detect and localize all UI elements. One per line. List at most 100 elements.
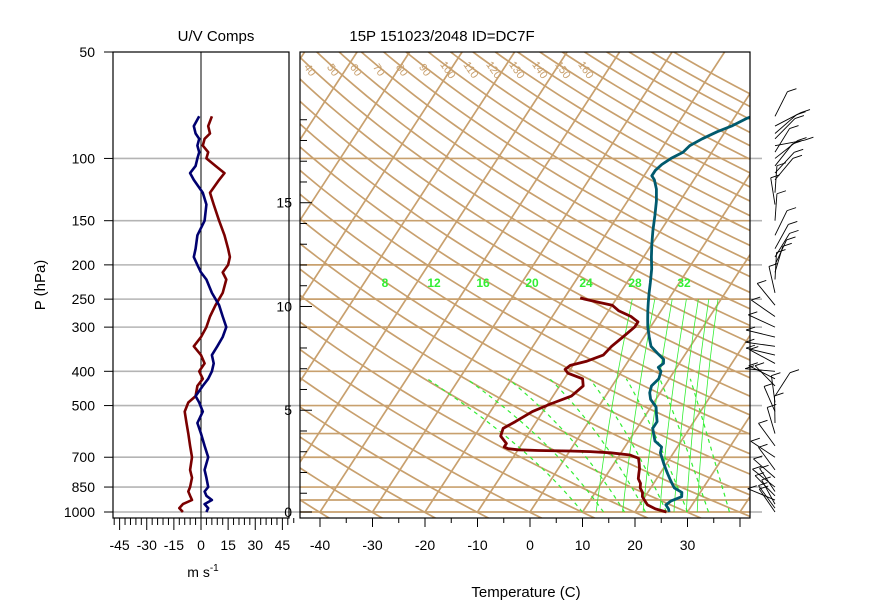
height-tick-label: 15	[276, 195, 292, 211]
wind-barb-shaft	[774, 152, 795, 174]
wind-barb-flag	[745, 338, 755, 343]
mixing-ratio-line	[642, 299, 673, 513]
wind-barb-flag	[757, 279, 767, 284]
mixing-ratio-line	[622, 299, 656, 513]
dry-adiabat	[605, 52, 750, 134]
temperature-tick-label: -10	[467, 537, 487, 553]
v-component-line	[188, 115, 228, 513]
wind-barb-flag	[788, 221, 798, 225]
height-tick-label: 0	[284, 504, 292, 520]
speed-tick-label: -45	[109, 537, 129, 553]
dry-adiabat	[649, 52, 750, 108]
pressure-axis-label: P (hPa)	[32, 260, 49, 311]
temperature-tick-label: 20	[627, 537, 643, 553]
dry-adiabat	[516, 52, 750, 188]
wind-barb-flag	[776, 190, 787, 195]
mixing-ratio-label: 24	[579, 276, 593, 290]
pressure-tick-label: 150	[72, 213, 96, 229]
wind-barb-flag	[789, 229, 799, 234]
wind-barb-shaft	[774, 139, 805, 147]
wind-barb-flag	[747, 485, 757, 490]
mixing-ratio-label: 16	[476, 276, 490, 290]
wind-barb-flag	[789, 369, 800, 374]
mixing-ratio-label: 8	[382, 276, 389, 290]
dry-adiabat	[300, 294, 703, 518]
isotherm	[300, 52, 306, 61]
moist-adiabat	[659, 378, 710, 513]
temperature-tick-label: 0	[526, 537, 534, 553]
wind-barb-shaft	[749, 349, 776, 364]
pressure-tick-label: 300	[72, 319, 96, 335]
isotherm	[300, 52, 516, 384]
wind-barb-shaft	[774, 157, 794, 181]
dry-adiabat	[337, 52, 750, 310]
skewt-panel-frame	[299, 51, 751, 519]
wind-barb-flag	[744, 365, 755, 370]
moist-adiabat	[589, 378, 668, 513]
wind-barb-shaft	[758, 447, 776, 471]
pressure-tick-label: 500	[72, 398, 96, 414]
isotherm	[300, 52, 568, 464]
dry-adiabat	[382, 52, 750, 278]
wind-barb-flag	[752, 465, 762, 470]
moist-adiabat	[466, 378, 604, 513]
wind-barb-flag	[792, 154, 803, 159]
uv-series-lines	[178, 115, 232, 513]
wind-barb-flag	[774, 392, 784, 397]
moist-adiabat	[689, 378, 731, 513]
dry-adiabat	[560, 52, 750, 161]
dry-adiabat	[300, 268, 750, 518]
mixing-ratio-line	[696, 299, 719, 513]
wind-barb-shaft	[774, 239, 787, 266]
wind-barb-flag	[753, 455, 763, 460]
dry-adiabat	[493, 52, 750, 203]
dry-adiabat	[300, 435, 438, 518]
sounding-profile-lines	[499, 115, 750, 514]
wind-barb-flag	[745, 326, 756, 331]
wind-barb-shaft	[756, 283, 776, 306]
wind-barb-shaft	[774, 252, 777, 280]
wind-barb-shaft	[774, 193, 778, 221]
wind-barb-flag	[745, 344, 756, 349]
dry-adiabat	[300, 498, 331, 518]
wind-barb-shaft	[774, 128, 790, 153]
isotherm	[300, 52, 358, 142]
dry-adiabat	[404, 52, 750, 262]
wind-barb-shaft	[774, 224, 789, 249]
wind-barb-flag	[804, 136, 814, 141]
dry-adiabat	[449, 52, 750, 232]
uv-pressure-gridlines	[113, 52, 762, 518]
temperature-tick-label: -40	[310, 537, 330, 553]
dry-adiabat	[300, 169, 750, 436]
dry-adiabat	[300, 217, 750, 476]
wind-barb-flag	[786, 207, 797, 212]
wind-barb-shaft	[763, 386, 776, 412]
wind-barb-flag	[794, 115, 805, 120]
mixing-ratio-label: 32	[677, 276, 691, 290]
wind-barb-shaft	[774, 118, 796, 140]
dry-adiabat	[300, 100, 750, 379]
wind-barb-flag	[754, 362, 765, 367]
wind-barb-shaft	[759, 468, 776, 492]
wind-barb-shaft	[745, 341, 776, 347]
dry-adiabat-label: 60	[347, 62, 364, 79]
wind-barbs	[744, 88, 814, 513]
isotherm	[0, 52, 147, 512]
isotherm	[0, 52, 200, 512]
temperature-ticks: -40 -30 -20 -10 0 10 20 30	[293, 518, 741, 553]
dry-adiabat	[583, 52, 750, 147]
pressure-tick-label: 1000	[64, 504, 95, 520]
wind-barb-shaft	[754, 365, 776, 387]
dry-adiabat	[300, 77, 750, 361]
pressure-tick-label: 50	[79, 44, 95, 60]
wind-barb-flag	[763, 383, 774, 387]
mixing-ratio-line	[595, 299, 633, 513]
mixing-ratio-label: 12	[427, 276, 441, 290]
wind-barb-flag	[794, 148, 804, 153]
wind-barb-shaft	[774, 372, 791, 397]
mixing-ratio-label: 28	[628, 276, 642, 290]
